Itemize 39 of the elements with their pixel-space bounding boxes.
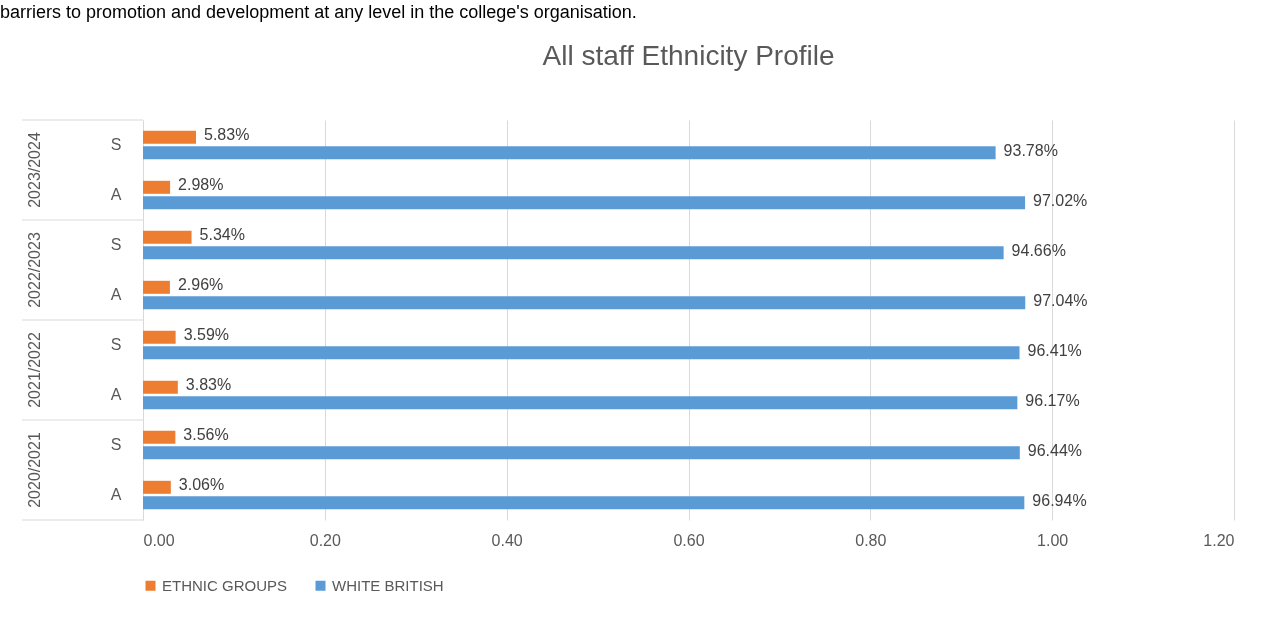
text: 2022/2023 (26, 232, 43, 308)
data-label: 97.04% (1033, 291, 1088, 309)
data-label: 96.17% (1025, 391, 1080, 409)
y-tick-label: S (110, 436, 122, 453)
data-label: 96.41% (1027, 341, 1082, 359)
data-label: 96.44% (1027, 441, 1083, 459)
text: 2020/2021 (26, 432, 43, 508)
x-tick-label: 1.00 (1037, 531, 1069, 549)
x-tick-label: 0.40 (491, 531, 523, 549)
x-tick-label: 0.00 (143, 531, 175, 549)
y-tick-label: A (110, 286, 122, 303)
y-tick-label: A (110, 486, 122, 503)
legend-label: WHITE BRITISH (332, 576, 444, 594)
data-label: 94.66% (1011, 241, 1066, 259)
data-label: 97.02% (1033, 191, 1088, 209)
data-label: 3.56% (183, 426, 229, 444)
legend-label: ETHNIC GROUPS (162, 576, 288, 594)
x-tick-label: 0.60 (673, 531, 705, 549)
text: 2023/2024 (26, 132, 43, 208)
data-label: 5.83% (204, 126, 250, 144)
y-tick-label: S (110, 336, 122, 353)
x-tick-label: 1.20 (1203, 531, 1235, 549)
data-label: 3.06% (178, 476, 225, 494)
chart-title: All staff Ethnicity Profile (542, 40, 835, 71)
y-tick-label: S (110, 136, 122, 153)
text: barriers to promotion and development at any level in the college's organisation. (0, 2, 637, 22)
y-tick-label: S (110, 236, 122, 253)
y-tick-label: A (110, 186, 122, 203)
data-label: 3.83% (185, 376, 232, 394)
x-tick-label: 0.20 (309, 531, 342, 549)
x-tick-label: 0.80 (855, 531, 887, 549)
data-label: 2.96% (177, 276, 224, 294)
data-label: 5.34% (199, 226, 245, 244)
data-label: 2.98% (178, 176, 224, 194)
data-label: 96.94% (1032, 491, 1087, 509)
text: 2021/2022 (26, 332, 43, 408)
y-tick-label: A (110, 386, 122, 403)
data-label: 3.59% (183, 326, 230, 344)
data-label: 93.78% (1003, 141, 1058, 159)
